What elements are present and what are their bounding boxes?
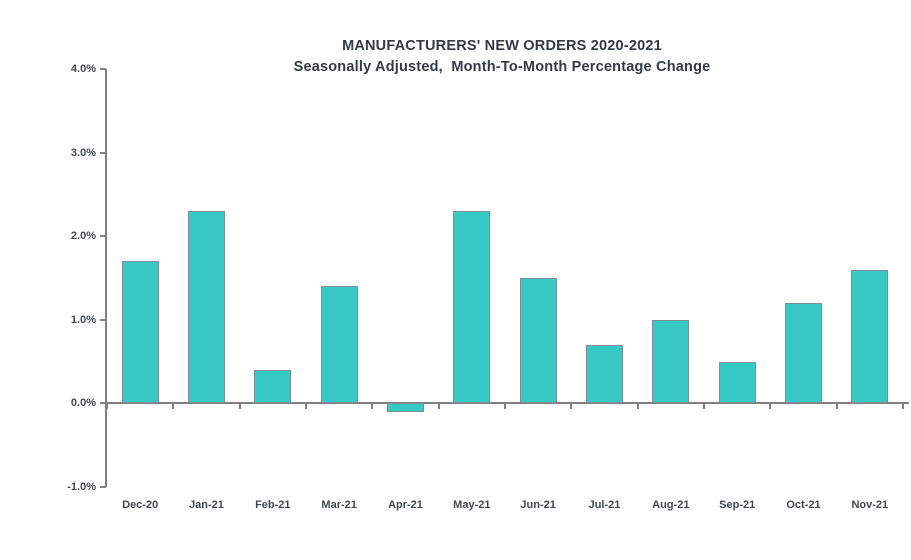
- bar-Apr-21: [387, 403, 424, 412]
- x-axis-label: Mar-21: [321, 499, 357, 511]
- bar-Jun-21: [519, 278, 557, 404]
- x-axis-tick: [570, 404, 573, 410]
- x-axis-tick: [305, 404, 307, 410]
- x-axis-label: Sep-21: [719, 499, 756, 511]
- x-axis-label: Feb-21: [255, 499, 291, 511]
- x-axis-tick: [902, 404, 904, 410]
- y-axis-tick: [100, 318, 106, 321]
- y-axis-tick-label: 4.0%: [70, 63, 96, 75]
- bar-Nov-21: [851, 269, 889, 404]
- x-axis-label: Jan-21: [189, 499, 224, 511]
- y-axis-tick: [100, 68, 106, 70]
- bar-Dec-20: [121, 261, 159, 404]
- x-axis-label: Dec-20: [122, 499, 159, 511]
- x-axis-tick: [504, 404, 506, 410]
- bar-Mar-21: [320, 286, 358, 404]
- y-axis-tick-label: 1.0%: [70, 313, 96, 326]
- x-axis-label: Jun-21: [520, 499, 556, 511]
- x-axis-tick: [437, 404, 440, 410]
- y-axis-tick-label: -1.0%: [67, 481, 96, 493]
- x-axis-tick: [769, 404, 772, 410]
- x-axis-label: Nov-21: [851, 499, 889, 511]
- y-axis-tick: [100, 486, 106, 488]
- x-axis-tick: [636, 404, 639, 410]
- chart-subtitle: Seasonally Adjusted, Month-To-Month Perc…: [293, 59, 711, 75]
- x-axis-line: [105, 402, 909, 405]
- y-axis-tick: [100, 402, 106, 405]
- x-axis-tick: [106, 404, 108, 410]
- x-axis-label: Aug-21: [652, 499, 690, 511]
- bar-Jan-21: [188, 211, 225, 404]
- x-axis-label: Apr-21: [388, 499, 423, 511]
- x-axis-tick: [238, 404, 241, 410]
- y-axis-tick-label: 2.0%: [70, 230, 96, 243]
- bar-Aug-21: [652, 319, 690, 404]
- bar-Oct-21: [785, 303, 822, 404]
- y-axis-tick-label: 3.0%: [70, 146, 96, 159]
- x-axis-tick: [703, 404, 705, 410]
- bar-May-21: [453, 211, 491, 404]
- chart-header: MANUFACTURERS' NEW ORDERS 2020-2021 Seas…: [107, 36, 897, 78]
- y-axis-line: [105, 69, 107, 487]
- x-axis-label: Oct-21: [786, 499, 821, 511]
- bar-Sep-21: [718, 361, 756, 404]
- y-axis-tick: [100, 235, 106, 238]
- chart-title: MANUFACTURERS' NEW ORDERS 2020-2021: [342, 38, 662, 54]
- x-axis-label: Jul-21: [588, 499, 621, 511]
- plot-area: 4.0% 3.0% 2.0% 1.0% 0.0% -1.0% Dec-20 Jan-21 Feb…: [67, 63, 909, 511]
- x-axis-label: May-21: [453, 499, 491, 511]
- y-axis-tick: [100, 151, 106, 154]
- y-axis-tick-label: 0.0%: [70, 397, 96, 410]
- x-axis-tick: [835, 404, 838, 410]
- bar-Feb-21: [254, 369, 292, 404]
- x-axis-tick: [371, 404, 374, 410]
- bar-Jul-21: [586, 344, 623, 404]
- x-axis-tick: [172, 404, 175, 410]
